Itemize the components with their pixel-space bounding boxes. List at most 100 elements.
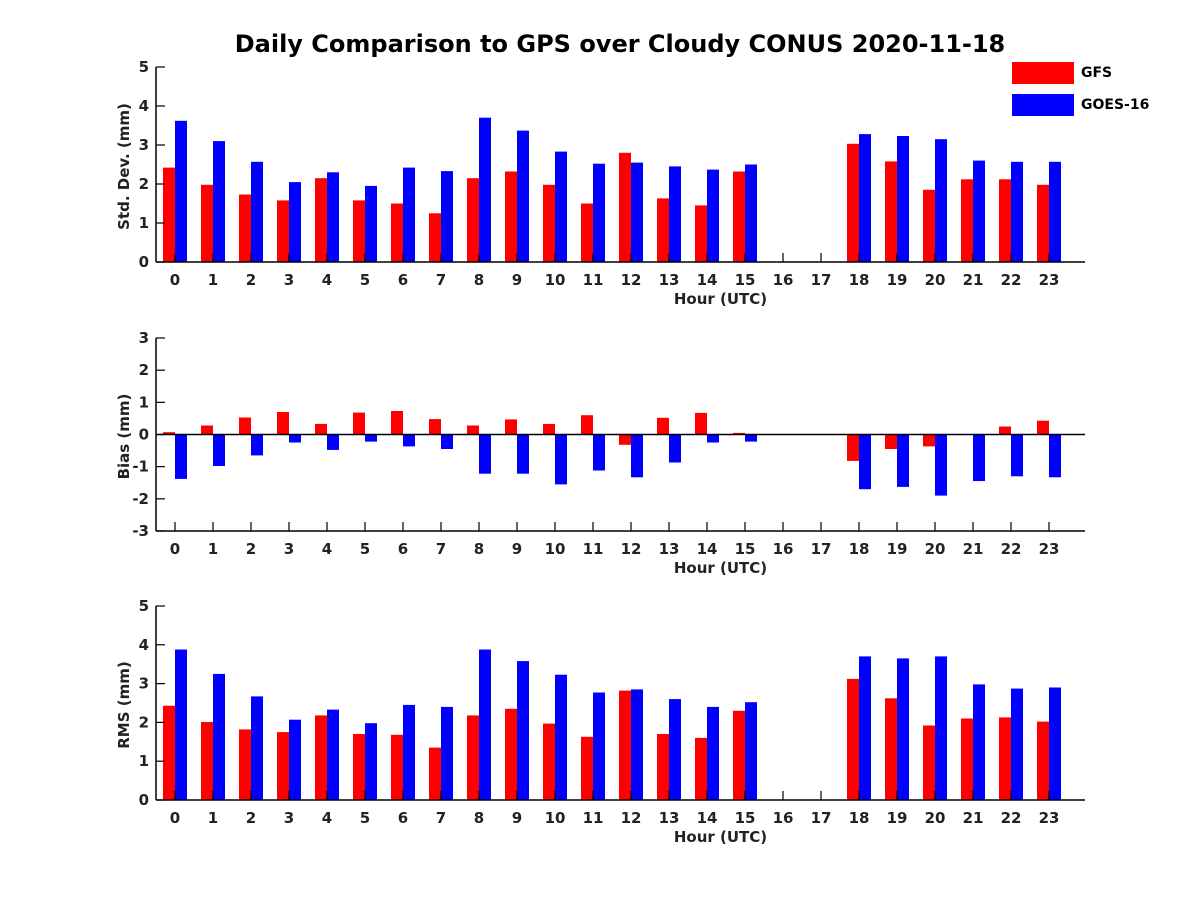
bar-stddev-gfs-3	[277, 200, 289, 262]
x-tick-label-stddev-13: 13	[659, 271, 680, 289]
bar-stddev-goes16-0	[175, 120, 187, 262]
bar-stddev-gfs-15	[733, 171, 745, 262]
bar-rms-goes16-1	[213, 673, 225, 800]
bar-rms-goes16-2	[251, 696, 263, 800]
x-tick-label-stddev-18: 18	[849, 271, 870, 289]
bar-bias-goes16-21	[973, 434, 985, 482]
y-tick-label-bias-3: 3	[139, 329, 149, 347]
x-tick-label-bias-8: 8	[474, 540, 484, 558]
bar-rms-gfs-8	[467, 715, 479, 800]
x-tick-label-bias-5: 5	[360, 540, 370, 558]
bar-rms-gfs-1	[201, 722, 213, 800]
bar-bias-goes16-22	[1011, 434, 1023, 477]
bar-rms-goes16-22	[1011, 688, 1023, 800]
x-tick-label-bias-6: 6	[398, 540, 408, 558]
x-tick-label-bias-0: 0	[170, 540, 180, 558]
bar-stddev-goes16-21	[973, 160, 985, 262]
bar-stddev-gfs-20	[923, 189, 935, 262]
bar-rms-goes16-19	[897, 658, 909, 800]
bar-bias-goes16-5	[365, 434, 377, 442]
bar-rms-gfs-14	[695, 737, 707, 800]
x-tick-label-stddev-14: 14	[697, 271, 718, 289]
x-tick-label-rms-9: 9	[512, 809, 522, 827]
y-axis-label-bias: Bias (mm)	[115, 394, 133, 480]
y-tick-label-rms-1: 1	[139, 752, 149, 770]
x-tick-label-rms-8: 8	[474, 809, 484, 827]
bar-bias-gfs-10	[543, 423, 555, 435]
x-tick-label-stddev-4: 4	[322, 271, 332, 289]
x-tick-label-rms-10: 10	[545, 809, 566, 827]
x-tick-label-bias-21: 21	[963, 540, 984, 558]
x-tick-label-bias-10: 10	[545, 540, 566, 558]
x-tick-label-rms-4: 4	[322, 809, 332, 827]
bar-rms-goes16-12	[631, 689, 643, 800]
x-tick-label-stddev-5: 5	[360, 271, 370, 289]
y-tick-label-bias-0: 0	[139, 426, 149, 444]
x-tick-label-rms-20: 20	[925, 809, 946, 827]
x-tick-label-bias-20: 20	[925, 540, 946, 558]
bar-bias-gfs-7	[429, 419, 441, 435]
bar-bias-goes16-8	[479, 434, 491, 474]
x-tick-label-bias-1: 1	[208, 540, 218, 558]
bar-stddev-goes16-19	[897, 136, 909, 262]
y-tick-label-rms-2: 2	[139, 713, 149, 731]
bar-bias-gfs-22	[999, 426, 1011, 435]
bar-rms-goes16-3	[289, 719, 301, 800]
bar-stddev-gfs-13	[657, 198, 669, 262]
bar-bias-gfs-14	[695, 412, 707, 435]
bar-stddev-gfs-8	[467, 178, 479, 262]
legend-label-goes: GOES-16	[1081, 97, 1150, 113]
x-tick-label-stddev-8: 8	[474, 271, 484, 289]
bar-stddev-gfs-0	[163, 167, 175, 262]
x-axis-label-bias: Hour (UTC)	[674, 559, 767, 577]
x-tick-label-stddev-0: 0	[170, 271, 180, 289]
bar-stddev-gfs-12	[619, 152, 631, 262]
bar-rms-gfs-20	[923, 725, 935, 800]
bar-rms-goes16-11	[593, 692, 605, 800]
bar-rms-goes16-4	[327, 709, 339, 800]
y-tick-label-rms-5: 5	[139, 597, 149, 615]
x-tick-label-stddev-6: 6	[398, 271, 408, 289]
bar-rms-goes16-9	[517, 661, 529, 800]
x-tick-label-bias-7: 7	[436, 540, 446, 558]
x-tick-label-stddev-1: 1	[208, 271, 218, 289]
x-tick-label-bias-18: 18	[849, 540, 870, 558]
bar-bias-goes16-15	[745, 434, 757, 442]
bar-rms-goes16-10	[555, 674, 567, 800]
x-tick-label-rms-15: 15	[735, 809, 756, 827]
legend-swatch-gfs	[1012, 62, 1074, 84]
bar-rms-gfs-5	[353, 734, 365, 800]
x-tick-label-bias-4: 4	[322, 540, 332, 558]
bar-stddev-gfs-1	[201, 184, 213, 262]
x-tick-label-rms-7: 7	[436, 809, 446, 827]
x-tick-label-stddev-7: 7	[436, 271, 446, 289]
bar-rms-gfs-4	[315, 715, 327, 800]
y-tick-label-bias--2: -2	[132, 490, 149, 508]
x-tick-label-bias-19: 19	[887, 540, 908, 558]
x-tick-label-stddev-11: 11	[583, 271, 604, 289]
bar-stddev-goes16-2	[251, 161, 263, 262]
bar-stddev-goes16-6	[403, 167, 415, 262]
bar-stddev-goes16-12	[631, 162, 643, 262]
bar-stddev-goes16-14	[707, 169, 719, 262]
x-tick-label-rms-1: 1	[208, 809, 218, 827]
y-tick-label-stddev-3: 3	[139, 136, 149, 154]
bar-stddev-goes16-13	[669, 166, 681, 262]
x-tick-label-rms-6: 6	[398, 809, 408, 827]
bar-rms-gfs-7	[429, 747, 441, 800]
bar-bias-goes16-20	[935, 434, 947, 496]
chart-title: Daily Comparison to GPS over Cloudy CONU…	[234, 30, 1006, 58]
bar-rms-gfs-21	[961, 718, 973, 800]
bar-stddev-gfs-5	[353, 200, 365, 262]
bar-rms-gfs-15	[733, 710, 745, 800]
y-tick-label-bias-2: 2	[139, 361, 149, 379]
bar-stddev-gfs-18	[847, 143, 859, 262]
bar-rms-goes16-20	[935, 656, 947, 800]
x-tick-label-stddev-15: 15	[735, 271, 756, 289]
x-tick-label-stddev-9: 9	[512, 271, 522, 289]
bar-bias-goes16-1	[213, 434, 225, 466]
x-tick-label-stddev-17: 17	[811, 271, 832, 289]
bar-rms-goes16-18	[859, 656, 871, 800]
